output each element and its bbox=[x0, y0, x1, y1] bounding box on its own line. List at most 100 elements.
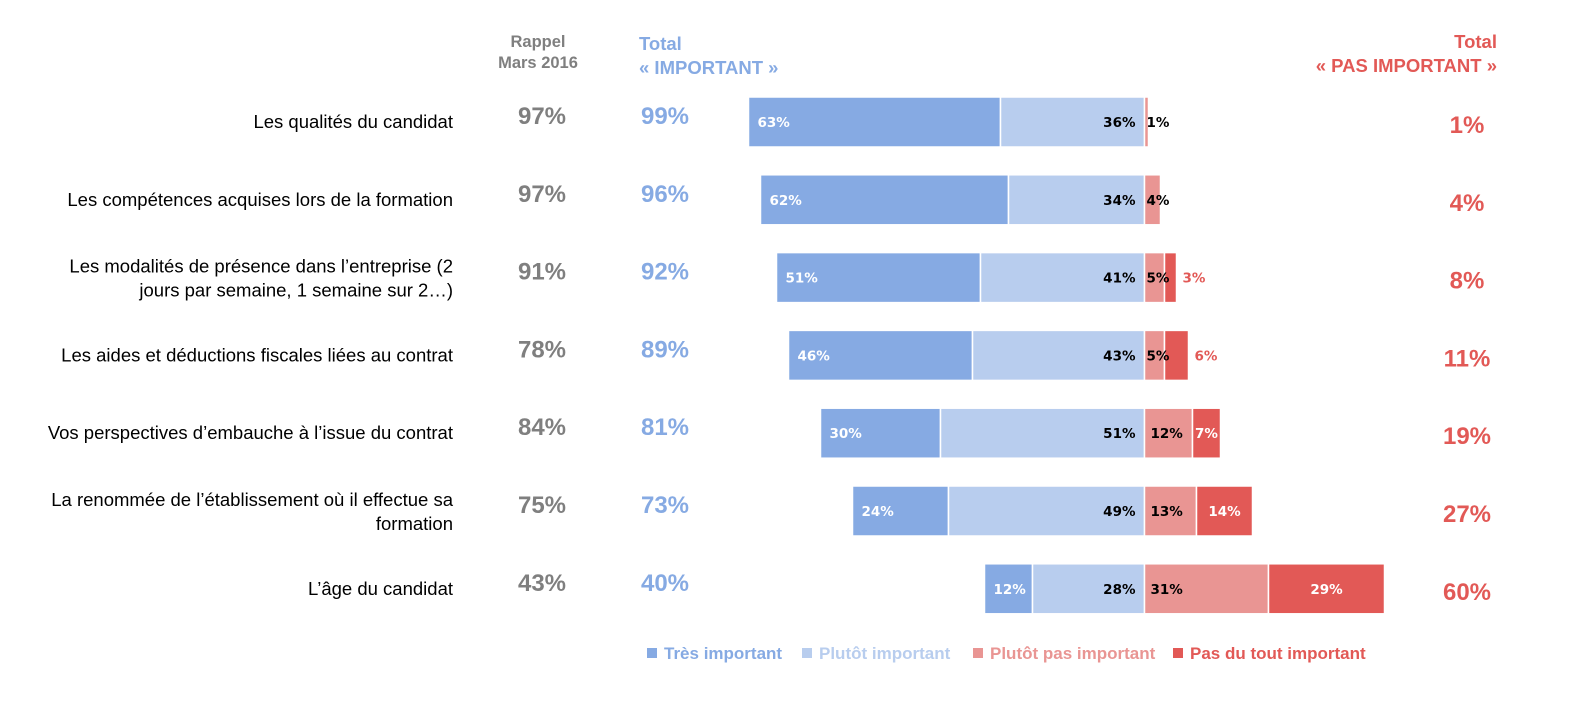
bar-segment bbox=[1195, 485, 1254, 537]
segment-label: 5% bbox=[1147, 271, 1170, 287]
total-important-value: 73% bbox=[641, 492, 689, 519]
segment-label: 24% bbox=[862, 504, 895, 520]
segment-label: 43% bbox=[1103, 348, 1136, 364]
segment-label: 51% bbox=[786, 271, 819, 287]
total-pas-important-value: 4% bbox=[1450, 190, 1485, 217]
chart-row: Les qualités du candidat 97% 99% 1% 63% 36% 1% bbox=[253, 96, 1485, 148]
category-label: Les aides et déductions fiscales liées a… bbox=[61, 344, 453, 365]
bar-segment bbox=[747, 96, 1002, 148]
rappel-value: 84% bbox=[518, 414, 566, 441]
total-pas-important-header-line2: « PAS IMPORTANT » bbox=[1316, 55, 1497, 76]
legend-label: Plutôt pas important bbox=[990, 644, 1156, 663]
rappel-value: 75% bbox=[518, 492, 566, 519]
total-important-value: 40% bbox=[641, 570, 689, 597]
rappel-value: 97% bbox=[518, 103, 566, 130]
bar-segment bbox=[1143, 96, 1150, 148]
rappel-header-line1: Rappel bbox=[510, 33, 565, 51]
bar-segment bbox=[1267, 563, 1386, 615]
bar-segment bbox=[979, 251, 1146, 304]
total-important-value: 92% bbox=[641, 259, 689, 286]
total-important-header-line1: Total bbox=[639, 33, 682, 54]
legend-swatch bbox=[802, 648, 812, 658]
legend-swatch bbox=[973, 648, 983, 658]
total-important-value: 81% bbox=[641, 414, 689, 441]
bar-segment bbox=[971, 329, 1146, 382]
legend-label: Pas du tout important bbox=[1190, 644, 1366, 663]
segment-label: 41% bbox=[1103, 271, 1136, 287]
segment-label: 12% bbox=[994, 582, 1027, 598]
category-label: La renommée de l’établissement où il eff… bbox=[51, 489, 453, 510]
legend-label: Plutôt important bbox=[819, 644, 951, 663]
legend-swatch bbox=[1173, 648, 1183, 658]
bar-segment bbox=[983, 563, 1034, 615]
rappel-value: 43% bbox=[518, 570, 566, 597]
legend-swatch bbox=[647, 648, 657, 658]
category-label: L’âge du candidat bbox=[308, 578, 453, 599]
category-label: Les modalités de présence dans l’entrepr… bbox=[69, 256, 453, 277]
bar-segment bbox=[787, 329, 974, 382]
segment-label: 31% bbox=[1151, 582, 1184, 598]
bar-segment bbox=[851, 485, 950, 537]
category-label: Les qualités du candidat bbox=[253, 111, 453, 132]
rappel-value: 97% bbox=[518, 181, 566, 208]
column-headers: Rappel Mars 2016 Total « IMPORTANT » Tot… bbox=[498, 31, 1497, 78]
segment-label: 30% bbox=[830, 426, 863, 442]
chart-row: Vos perspectives d’embauche à l’issue du… bbox=[48, 407, 1491, 459]
rappel-value: 78% bbox=[518, 336, 566, 363]
total-important-value: 99% bbox=[641, 103, 689, 130]
segment-label: 3% bbox=[1183, 271, 1206, 287]
total-pas-important-value: 60% bbox=[1443, 579, 1491, 606]
bar-segment bbox=[1191, 407, 1222, 459]
segment-label: 34% bbox=[1103, 193, 1136, 209]
segment-label: 36% bbox=[1103, 115, 1136, 131]
legend: Très important Plutôt important Plutôt pas… bbox=[647, 644, 1366, 663]
total-pas-important-value: 19% bbox=[1443, 423, 1491, 450]
bar-segment bbox=[1143, 174, 1162, 226]
rappel-value: 91% bbox=[518, 259, 566, 286]
segment-label: 13% bbox=[1151, 504, 1184, 520]
segment-label: 6% bbox=[1195, 348, 1218, 364]
bar-segment bbox=[939, 407, 1146, 459]
total-important-value: 96% bbox=[641, 181, 689, 208]
chart-row: Les compétences acquises lors de la form… bbox=[67, 174, 1485, 226]
chart-row: Les aides et déductions fiscales liées a… bbox=[61, 329, 1491, 382]
total-pas-important-value: 1% bbox=[1450, 112, 1485, 139]
total-pas-important-value: 27% bbox=[1443, 501, 1491, 528]
segment-label: 4% bbox=[1147, 193, 1170, 209]
segment-label: 62% bbox=[770, 193, 803, 209]
segment-label: 12% bbox=[1151, 426, 1184, 442]
segment-label: 29% bbox=[1310, 582, 1343, 598]
bar-segment bbox=[1143, 485, 1198, 537]
total-pas-important-header-line1: Total bbox=[1454, 31, 1497, 52]
segment-label: 5% bbox=[1147, 348, 1170, 364]
total-pas-important-value: 11% bbox=[1444, 345, 1491, 372]
category-label: Les compétences acquises lors de la form… bbox=[67, 189, 453, 210]
rappel-header-line2: Mars 2016 bbox=[498, 54, 578, 72]
bar-segment bbox=[1163, 251, 1178, 304]
category-label: jours par semaine, 1 semaine sur 2…) bbox=[138, 280, 453, 301]
chart-rows: Les qualités du candidat 97% 99% 1% 63% 36% 1%… bbox=[48, 96, 1491, 615]
legend-label: Très important bbox=[664, 644, 782, 663]
bar-segment bbox=[999, 96, 1146, 148]
segment-label: 1% bbox=[1147, 115, 1170, 131]
chart-row: La renommée de l’établissement où il eff… bbox=[51, 485, 1491, 537]
segment-label: 49% bbox=[1103, 504, 1136, 520]
segment-label: 14% bbox=[1208, 504, 1241, 520]
bar-segment bbox=[775, 251, 982, 304]
segment-label: 63% bbox=[758, 115, 791, 131]
bar-segment bbox=[1163, 329, 1190, 382]
total-pas-important-value: 8% bbox=[1450, 268, 1485, 295]
bar-segment bbox=[1031, 563, 1146, 615]
chart-row: Les modalités de présence dans l’entrepr… bbox=[69, 251, 1485, 304]
bar-segment bbox=[947, 485, 1146, 537]
chart-row: L’âge du candidat 43% 40% 60% 12% 28% 31% 29% bbox=[308, 563, 1491, 615]
segment-label: 28% bbox=[1103, 582, 1136, 598]
total-important-header-line2: « IMPORTANT » bbox=[639, 57, 778, 78]
segment-label: 51% bbox=[1103, 426, 1136, 442]
bar-segment bbox=[1143, 563, 1270, 615]
total-important-value: 89% bbox=[641, 336, 689, 363]
segment-label: 46% bbox=[798, 348, 831, 364]
category-label: formation bbox=[376, 513, 453, 534]
category-label: Vos perspectives d’embauche à l’issue du… bbox=[48, 422, 453, 443]
